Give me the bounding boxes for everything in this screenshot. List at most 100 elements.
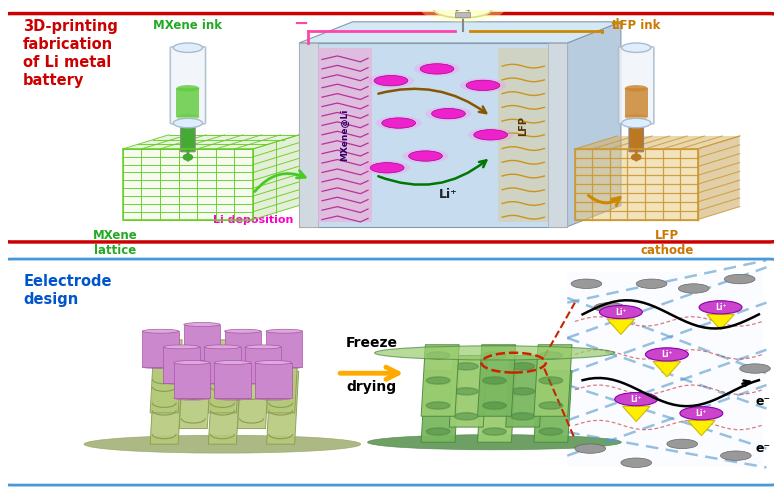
Bar [245, 347, 282, 383]
Circle shape [374, 76, 408, 86]
Ellipse shape [163, 381, 200, 385]
Circle shape [482, 377, 506, 384]
Ellipse shape [245, 345, 282, 349]
Polygon shape [253, 135, 299, 219]
Text: Freeze: Freeze [346, 336, 398, 350]
Bar [255, 363, 292, 398]
Text: MXene
lattice: MXene lattice [93, 229, 138, 257]
Polygon shape [150, 371, 182, 444]
Polygon shape [506, 356, 543, 427]
Text: Eelectrode
design: Eelectrode design [23, 275, 112, 307]
Polygon shape [707, 315, 734, 330]
Text: Li⁺: Li⁺ [715, 303, 726, 312]
Text: Li⁺: Li⁺ [630, 395, 642, 404]
Circle shape [460, 78, 506, 93]
Circle shape [468, 128, 514, 142]
Bar [163, 347, 200, 383]
FancyBboxPatch shape [181, 123, 196, 152]
Polygon shape [687, 420, 716, 436]
Bar [299, 43, 567, 226]
Polygon shape [567, 22, 621, 226]
Circle shape [539, 428, 563, 435]
Circle shape [368, 74, 414, 88]
Polygon shape [299, 22, 621, 43]
Circle shape [615, 393, 658, 406]
Circle shape [724, 275, 755, 284]
Ellipse shape [224, 365, 261, 369]
Circle shape [375, 116, 421, 130]
Circle shape [426, 378, 450, 385]
Text: −: − [293, 15, 308, 33]
Text: Li⁺: Li⁺ [439, 188, 457, 201]
Ellipse shape [184, 358, 221, 362]
FancyArrowPatch shape [378, 160, 486, 185]
Text: e⁻: e⁻ [755, 395, 770, 408]
Polygon shape [653, 362, 680, 377]
Text: LFP ink: LFP ink [612, 20, 661, 33]
Circle shape [539, 403, 563, 410]
Ellipse shape [214, 361, 251, 365]
Bar [625, 88, 647, 117]
Ellipse shape [142, 329, 179, 333]
Bar [174, 363, 210, 398]
Bar [177, 88, 199, 117]
Circle shape [371, 163, 404, 173]
Circle shape [482, 352, 506, 359]
Circle shape [699, 301, 742, 314]
Polygon shape [267, 340, 299, 413]
Circle shape [403, 149, 449, 163]
Circle shape [482, 402, 506, 409]
Polygon shape [622, 406, 650, 421]
FancyArrowPatch shape [589, 195, 620, 205]
Circle shape [539, 352, 563, 359]
Ellipse shape [625, 114, 647, 120]
Ellipse shape [174, 361, 210, 365]
Ellipse shape [224, 329, 261, 333]
Bar [266, 331, 303, 367]
Polygon shape [179, 356, 211, 428]
Polygon shape [421, 345, 459, 416]
Ellipse shape [214, 396, 251, 400]
Bar [567, 272, 763, 467]
FancyBboxPatch shape [170, 47, 206, 124]
Ellipse shape [368, 435, 622, 450]
Circle shape [482, 428, 506, 435]
Circle shape [421, 0, 505, 22]
Circle shape [426, 428, 450, 435]
Circle shape [426, 377, 450, 384]
Ellipse shape [177, 114, 199, 120]
Circle shape [740, 364, 770, 373]
Ellipse shape [174, 118, 203, 128]
Bar [224, 331, 261, 367]
Text: 3D-printing
fabrication
of Li metal
battery: 3D-printing fabrication of Li metal batt… [23, 20, 118, 89]
Polygon shape [478, 371, 515, 442]
Circle shape [425, 107, 472, 121]
Ellipse shape [163, 345, 200, 349]
Circle shape [539, 402, 563, 409]
Circle shape [364, 161, 410, 175]
Circle shape [474, 130, 508, 140]
Circle shape [482, 403, 506, 410]
Circle shape [382, 118, 415, 128]
Bar [455, 13, 470, 17]
Ellipse shape [255, 396, 292, 400]
FancyBboxPatch shape [0, 14, 780, 242]
Circle shape [454, 413, 478, 420]
Ellipse shape [266, 329, 303, 333]
Circle shape [454, 388, 478, 395]
Circle shape [539, 377, 563, 384]
Bar [498, 48, 548, 222]
Ellipse shape [622, 43, 651, 53]
Text: Li⁺: Li⁺ [615, 308, 626, 317]
Text: LFP
cathode: LFP cathode [640, 229, 694, 257]
Ellipse shape [174, 43, 203, 53]
Polygon shape [575, 136, 740, 149]
Circle shape [426, 402, 450, 409]
Bar [299, 43, 318, 226]
Circle shape [432, 108, 465, 119]
Circle shape [600, 306, 642, 319]
Circle shape [409, 151, 443, 161]
Circle shape [637, 279, 667, 289]
Bar [142, 331, 179, 367]
Circle shape [679, 284, 709, 293]
